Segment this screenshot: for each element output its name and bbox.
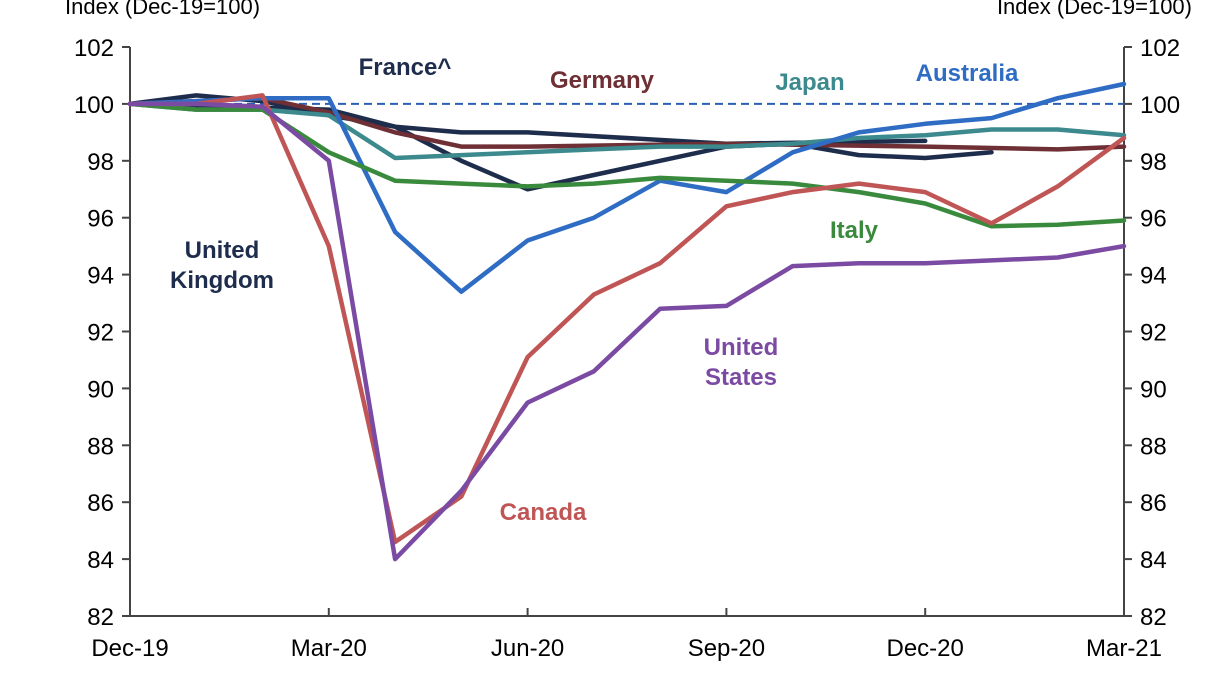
x-tick-label: Jun-20: [491, 635, 564, 662]
y-tick-label-left: 86: [87, 490, 114, 517]
y-tick-label-left: 92: [87, 320, 114, 347]
series-line-australia: [127, 81, 1127, 294]
series-label-line: States: [705, 364, 777, 391]
series-label-united-states: United States: [704, 334, 779, 391]
series-line-canada: [127, 93, 1127, 545]
y-tick-label-left: 96: [87, 206, 114, 233]
series-labels: United Kingdom France^ Germany Japan Australi…: [170, 54, 1019, 526]
series-label-japan: Japan: [775, 69, 844, 96]
y-axis-unit-right: Index (Dec-19=100): [997, 0, 1192, 19]
series-label-italy: Italy: [830, 217, 879, 244]
y-tick-label-right: 88: [1140, 433, 1167, 460]
series-label-united-kingdom: United Kingdom: [170, 237, 274, 294]
series-label-germany: Germany: [550, 67, 655, 94]
series-label-line: Japan: [775, 69, 844, 96]
y-tick-label-right: 96: [1140, 206, 1167, 233]
y-tick-label-left: 90: [87, 376, 114, 403]
y-tick-label-right: 100: [1140, 92, 1180, 119]
series-label-line: Australia: [916, 60, 1019, 87]
x-tick-label: Dec-20: [887, 635, 964, 662]
series-label-canada: Canada: [500, 499, 587, 526]
series-lines: [127, 81, 1127, 562]
series-line-japan: [127, 101, 1127, 161]
y-tick-label-right: 92: [1140, 320, 1167, 347]
y-tick-label-left: 84: [87, 547, 114, 574]
x-tick-label: Mar-20: [291, 635, 367, 662]
x-tick-label: Mar-21: [1086, 635, 1162, 662]
series-line-united-kingdom: [127, 93, 994, 192]
y-tick-label-left: 94: [87, 263, 114, 290]
series-label-line: United: [185, 237, 260, 264]
y-tick-label-left: 82: [87, 604, 114, 631]
x-tick-label: Sep-20: [688, 635, 765, 662]
y-tick-label-left: 88: [87, 433, 114, 460]
y-tick-label-right: 98: [1140, 149, 1167, 176]
series-label-france: France^: [359, 54, 452, 81]
series-label-line: Canada: [500, 499, 587, 526]
series-label-line: Kingdom: [170, 267, 274, 294]
axes: 82 82 84 84 86 86 88 88 90 90 92 92 94 94 96 96 98 98 100 1…: [74, 35, 1180, 662]
x-tick-label: Dec-19: [91, 635, 168, 662]
series-label-australia: Australia: [916, 60, 1019, 87]
series-line-united-states: [127, 101, 1127, 562]
y-tick-label-right: 86: [1140, 490, 1167, 517]
series-label-line: France^: [359, 54, 452, 81]
y-tick-label-right: 84: [1140, 547, 1167, 574]
y-tick-label-left: 102: [74, 35, 114, 62]
y-axis-unit-left: Index (Dec-19=100): [65, 0, 260, 19]
y-tick-label-left: 100: [74, 92, 114, 119]
series-label-line: Italy: [830, 217, 879, 244]
y-tick-label-right: 102: [1140, 35, 1180, 62]
y-tick-label-right: 90: [1140, 376, 1167, 403]
series-label-line: Germany: [550, 67, 655, 94]
y-tick-label-right: 94: [1140, 263, 1167, 290]
y-tick-label-left: 98: [87, 149, 114, 176]
y-tick-label-right: 82: [1140, 604, 1167, 631]
series-label-line: United: [704, 334, 779, 361]
